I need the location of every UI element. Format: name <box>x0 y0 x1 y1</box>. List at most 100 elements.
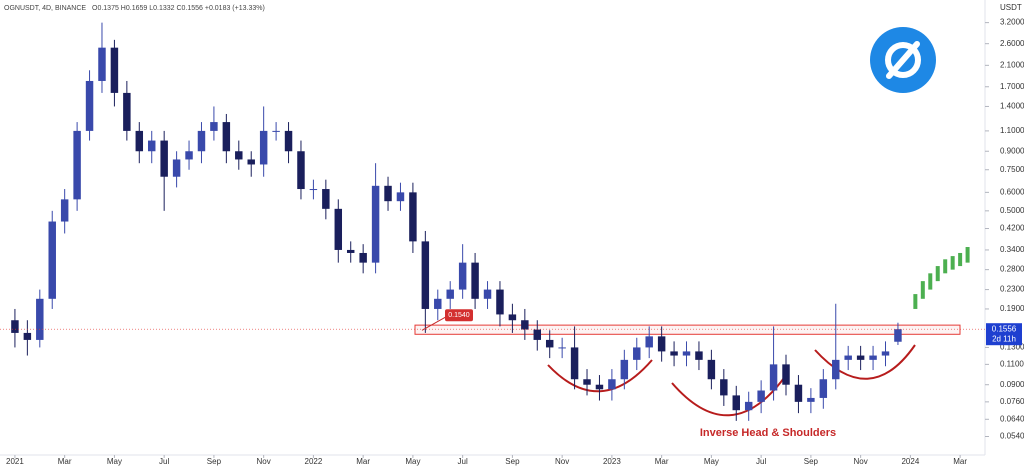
candle-body <box>346 249 355 253</box>
candle-body <box>881 351 890 356</box>
candle-body <box>682 351 691 356</box>
y-tick-label: 0.0540 <box>1000 432 1024 441</box>
x-tick-label: Nov <box>854 457 868 466</box>
candle-body <box>707 359 716 380</box>
x-tick-label: Jul <box>159 457 169 466</box>
candle-body <box>210 122 218 131</box>
candle-body <box>272 130 280 132</box>
x-tick-label: Mar <box>58 457 72 466</box>
candle-body <box>508 314 517 321</box>
head-arc <box>671 377 785 417</box>
right-shoulder-arc <box>814 344 916 380</box>
logo-slash <box>886 41 920 79</box>
candle-body <box>259 130 268 165</box>
candle-body <box>421 241 430 309</box>
y-tick-label: 0.5000 <box>1000 206 1024 215</box>
x-tick-label: May <box>704 457 719 466</box>
price-tag-label: 0.1556 <box>992 324 1017 333</box>
candle-body <box>160 140 168 177</box>
candle-body <box>48 221 56 299</box>
candle-body <box>869 355 877 360</box>
x-tick-label: Jul <box>458 457 468 466</box>
candle-body <box>732 395 740 411</box>
projection-bar <box>920 281 925 299</box>
x-tick-label: 2021 <box>6 457 24 466</box>
candle-body <box>309 189 318 191</box>
x-tick-label: Mar <box>655 457 669 466</box>
x-tick-label: May <box>405 457 420 466</box>
candle-body <box>757 390 765 402</box>
candle-body <box>533 329 542 340</box>
y-tick-label: 1.1000 <box>1000 126 1024 135</box>
candle-body <box>720 379 728 396</box>
pattern-label: Inverse Head & Shoulders <box>700 427 836 439</box>
y-tick-label: 0.7500 <box>1000 165 1024 174</box>
projection-bar <box>928 273 933 290</box>
candle-body <box>483 289 492 299</box>
y-tick-label: 0.0640 <box>1000 414 1024 423</box>
candle-body <box>794 384 803 402</box>
x-tick-label: Nov <box>555 457 569 466</box>
candle-body <box>744 401 753 411</box>
projection-bar <box>958 252 963 267</box>
candle-body <box>85 80 94 131</box>
y-tick-label: 0.2800 <box>1000 265 1024 274</box>
y-tick-label: 1.4000 <box>1000 102 1024 111</box>
support-zone <box>414 324 961 335</box>
logo <box>870 27 936 93</box>
support-arrow <box>421 315 448 331</box>
candle-body <box>60 199 69 222</box>
x-tick-label: 2022 <box>305 457 323 466</box>
projection-bar <box>950 256 955 270</box>
pattern-arcs <box>547 344 916 417</box>
candle-body <box>807 397 815 402</box>
candle-body <box>769 364 778 391</box>
candle-body <box>135 130 144 152</box>
y-tick-label: 0.4200 <box>1000 224 1024 233</box>
candle-body <box>558 347 566 349</box>
y-tick-label: 0.1300 <box>1000 343 1024 352</box>
candle-body <box>670 351 678 356</box>
candle-body <box>657 336 666 352</box>
y-tick-label: 0.2300 <box>1000 285 1024 294</box>
currency: USDT <box>1000 3 1022 12</box>
x-tick-label: May <box>107 457 122 466</box>
candle-body <box>334 208 343 250</box>
candle-body <box>620 359 629 380</box>
plot: 0.1540 <box>0 22 985 421</box>
candle-body <box>446 289 454 299</box>
candle-body <box>98 47 106 81</box>
y-tick-label: 0.1900 <box>1000 304 1024 313</box>
candle-body <box>147 140 156 152</box>
x-tick-label: Mar <box>356 457 370 466</box>
candle-body <box>384 185 392 202</box>
y-tick-label: 2.1000 <box>1000 60 1024 69</box>
candle-body <box>595 384 604 390</box>
candle-body <box>36 298 44 340</box>
candle-body <box>396 192 405 202</box>
x-tick-label: Jul <box>756 457 766 466</box>
candle-body <box>222 122 231 152</box>
candle-body <box>73 130 81 200</box>
candle-body <box>633 347 641 360</box>
y-tick-label: 2.6000 <box>1000 39 1024 48</box>
logo-ring <box>885 42 921 78</box>
candle-body <box>570 347 579 380</box>
candle-body <box>172 159 181 177</box>
candle-body <box>645 336 653 348</box>
projection-bar <box>943 259 948 274</box>
candle-body <box>110 47 119 93</box>
candle-body <box>11 320 19 333</box>
symbol: OGNUSDT, 4D, BINANCE <box>4 5 86 12</box>
candle-body <box>409 192 417 242</box>
candle-body <box>297 151 305 190</box>
candle-body <box>458 262 467 290</box>
candle-body <box>545 339 554 348</box>
candle-body <box>894 329 902 342</box>
y-tick-label: 0.3400 <box>1000 245 1024 254</box>
countdown: 2d 11h <box>992 334 1016 343</box>
candle-body <box>322 189 330 209</box>
x-tick-label: 2024 <box>901 457 919 466</box>
candle-body <box>695 351 703 360</box>
